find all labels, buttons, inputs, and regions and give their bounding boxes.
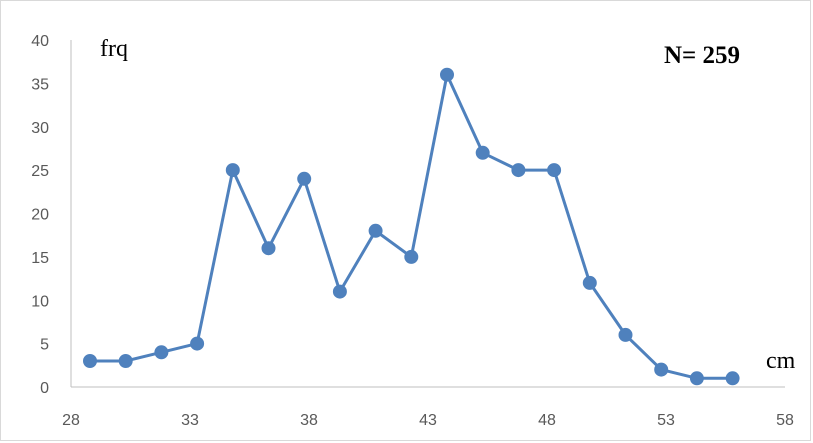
x-tick-label: 28: [62, 412, 80, 429]
y-tick-labels: 0 5 10 15 20 25 30 35 40: [31, 33, 49, 397]
data-point: [654, 362, 669, 377]
series-frequency: [83, 67, 740, 386]
data-point: [225, 163, 240, 178]
data-point: [332, 284, 347, 299]
data-point: [83, 354, 97, 368]
data-point: [547, 163, 562, 178]
y-tick-label: 5: [40, 337, 49, 354]
data-point: [154, 345, 169, 360]
data-point: [475, 145, 490, 160]
y-tick-label: 35: [31, 76, 49, 93]
data-point: [404, 249, 419, 264]
data-point: [689, 371, 704, 386]
y-tick-label: 15: [31, 250, 49, 267]
x-tick-label: 43: [419, 412, 437, 429]
y-axis-title: frq: [100, 36, 128, 62]
data-point: [118, 354, 133, 368]
y-tick-label: 20: [31, 207, 49, 224]
data-point: [725, 371, 740, 386]
data-point: [440, 67, 454, 82]
x-tick-label: 48: [538, 412, 556, 429]
x-tick-label: 33: [181, 412, 199, 429]
data-point: [297, 171, 312, 186]
y-tick-label: 0: [40, 380, 49, 397]
data-point: [618, 327, 633, 342]
x-tick-labels: 28 33 38 43 48 53 58: [62, 412, 794, 429]
data-point: [368, 223, 383, 238]
y-tick-label: 30: [31, 120, 49, 137]
series-line: [90, 73, 733, 380]
y-tick-label: 10: [31, 293, 49, 310]
y-tick-label: 25: [31, 163, 49, 180]
y-tick-label: 40: [31, 33, 49, 50]
data-point: [190, 336, 205, 351]
data-point: [582, 275, 597, 290]
data-point: [511, 163, 526, 178]
x-tick-label: 58: [776, 412, 794, 429]
data-point: [261, 241, 276, 256]
x-axis-title: cm: [766, 348, 796, 374]
x-tick-label: 53: [657, 412, 675, 429]
sample-size-annotation: N= 259: [664, 42, 740, 69]
x-tick-label: 38: [300, 412, 318, 429]
